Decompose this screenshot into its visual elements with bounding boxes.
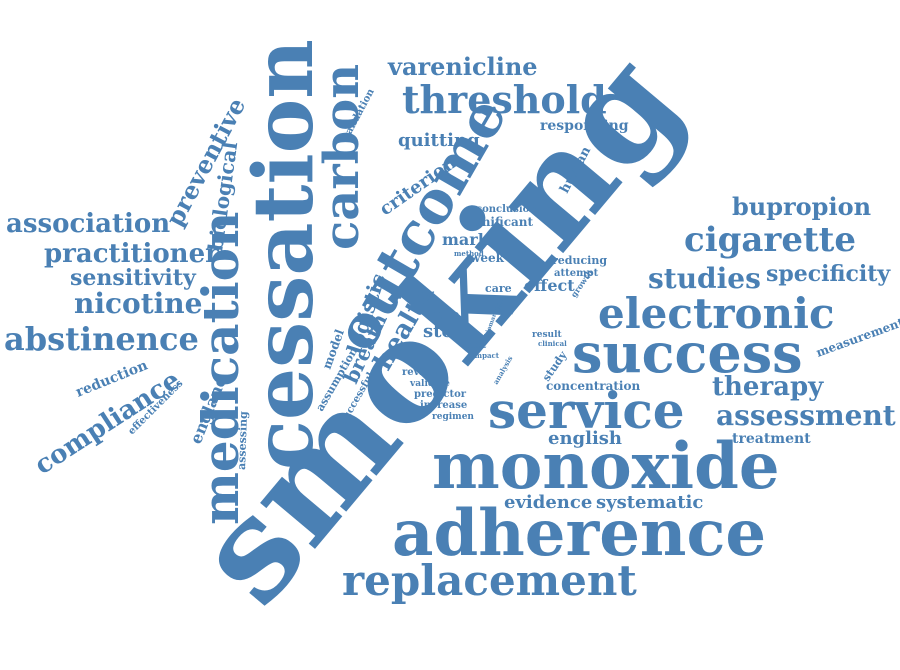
word-electronic: electronic — [598, 289, 835, 338]
word-sensitivity: sensitivity — [70, 265, 197, 291]
word-replacement: replacement — [342, 556, 637, 605]
word-monoxide: monoxide — [432, 429, 780, 504]
word-nicotine: nicotine — [74, 287, 202, 320]
word-reducing: reducing — [552, 254, 607, 267]
word-quitting: quitting — [398, 130, 480, 151]
word-treatment: treatment — [732, 431, 811, 447]
word-care: care — [485, 282, 512, 295]
word-impact: impact — [472, 351, 500, 360]
word-service: service — [488, 381, 685, 440]
word-success: success — [572, 321, 803, 385]
word-cigarette: cigarette — [684, 220, 856, 260]
word-week: week — [469, 251, 505, 265]
word-systematic: systematic — [596, 492, 703, 513]
word-result: result — [532, 330, 562, 340]
word-increase: increase — [420, 400, 467, 411]
word-carbon: carbon — [314, 64, 370, 250]
word-review: review — [402, 367, 439, 378]
word-predictor: predictor — [414, 389, 467, 400]
word-evidence: evidence — [504, 492, 592, 513]
word-bupropion: bupropion — [732, 192, 871, 221]
word-studies: studies — [648, 262, 761, 295]
word-english: english — [548, 428, 622, 449]
word-marker: marker — [442, 230, 508, 249]
word-threshold: threshold — [402, 77, 607, 122]
word-method: method — [454, 249, 484, 258]
word-varenicline: varenicline — [387, 52, 538, 81]
word-assessment: assessment — [716, 399, 896, 432]
word-adherence: adherence — [392, 496, 766, 571]
word-attempt: attempt — [554, 268, 599, 279]
word-clinical: clinical — [538, 339, 567, 348]
word-rate: rate — [430, 308, 460, 323]
word-assessing: assessing — [235, 411, 250, 470]
word-abstinence: abstinence — [4, 320, 199, 358]
word-medication: medication — [191, 212, 250, 525]
word-significant: significant — [462, 215, 534, 229]
word-concentration: concentration — [546, 379, 640, 393]
word-stop: stop — [423, 321, 466, 342]
word-association: association — [6, 209, 170, 239]
word-therapy: therapy — [712, 372, 824, 402]
word-practitioner: practitioner — [44, 239, 219, 269]
word-regimen: regimen — [432, 412, 474, 422]
word-validate: validate — [409, 379, 450, 389]
word-conclusion: conclusion — [476, 204, 537, 215]
word-responding: responding — [540, 118, 629, 134]
word-effect: effect — [524, 276, 575, 295]
word-trial: trial — [509, 303, 520, 316]
word-cessation: cessation — [236, 39, 332, 470]
word-specificity: specificity — [766, 261, 891, 287]
word-test: test — [465, 340, 487, 351]
